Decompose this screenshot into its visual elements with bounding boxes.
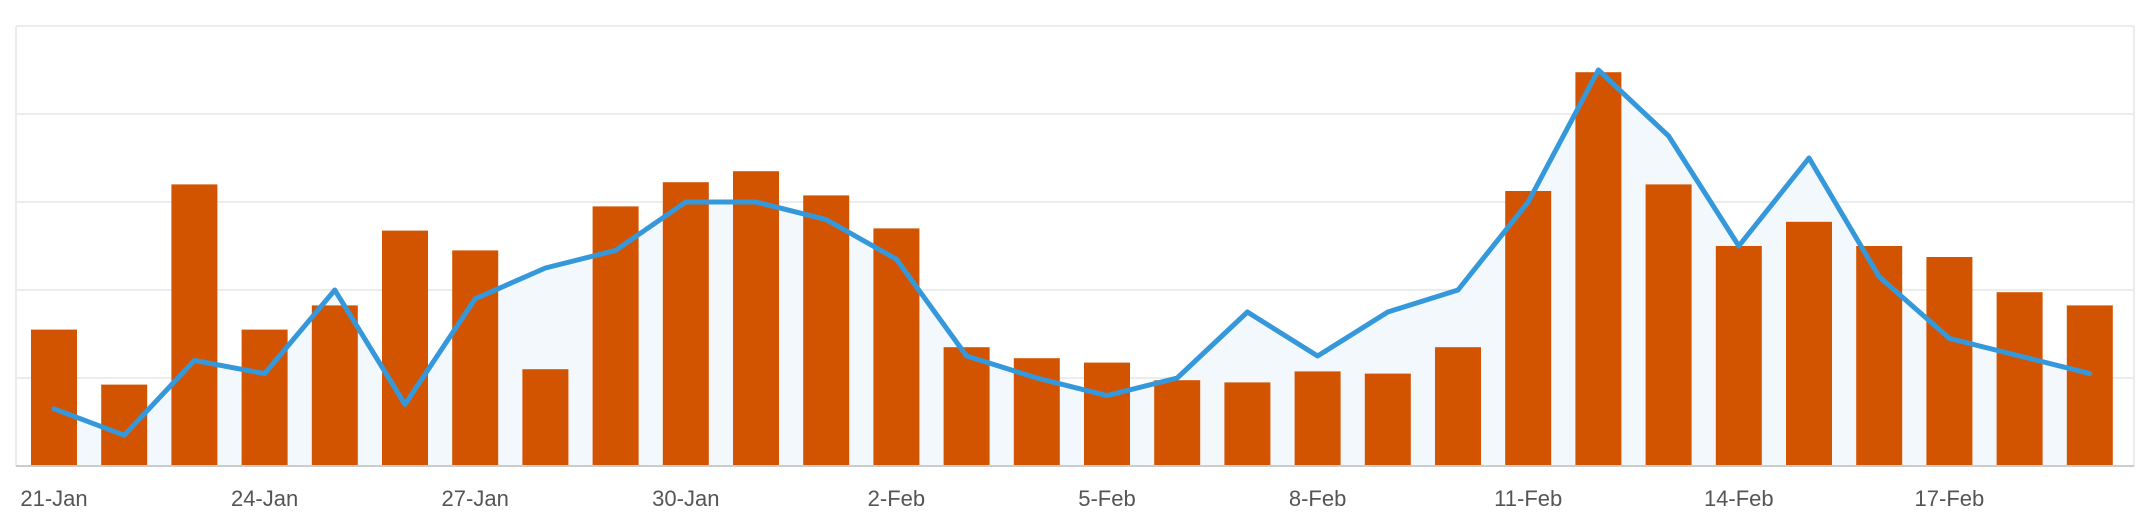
x-tick-label: 8-Feb (1289, 486, 1346, 511)
bar-29-Jan[interactable] (592, 206, 639, 466)
x-tick-label: 17-Feb (1915, 486, 1985, 511)
x-tick-label: 14-Feb (1704, 486, 1774, 511)
bar-10-Feb[interactable] (1435, 347, 1481, 466)
bar-1-Feb[interactable] (803, 195, 850, 466)
bar-9-Feb[interactable] (1364, 373, 1411, 466)
bar-25-Jan[interactable] (311, 305, 358, 466)
x-tick-label: 30-Jan (652, 486, 719, 511)
bar-17-Feb[interactable] (1926, 257, 1973, 466)
x-tick-label: 27-Jan (442, 486, 509, 511)
bar-21-Jan[interactable] (31, 329, 77, 466)
bar-12-Feb[interactable] (1575, 72, 1622, 466)
bar-8-Feb[interactable] (1294, 371, 1341, 466)
bar-13-Feb[interactable] (1645, 184, 1692, 466)
x-tick-label: 2-Feb (868, 486, 925, 511)
x-tick-label: 21-Jan (20, 486, 87, 511)
bar-26-Jan[interactable] (382, 230, 428, 466)
bar-27-Jan[interactable] (452, 250, 499, 466)
bar-31-Jan[interactable] (733, 171, 779, 466)
bar-2-Feb[interactable] (873, 228, 920, 466)
bar-7-Feb[interactable] (1224, 382, 1271, 466)
x-tick-labels: 21-Jan 24-Jan 27-Jan 30-Jan 2-Feb 5-Feb 8-Feb 1… (20, 486, 1984, 511)
bar-24-Jan[interactable] (241, 329, 288, 466)
x-tick-label: 11-Feb (1494, 486, 1562, 511)
trend-line (51, 67, 2093, 438)
x-tick-label: 5-Feb (1078, 486, 1135, 511)
bar-19-Feb[interactable] (2066, 305, 2113, 466)
trend-area (54, 70, 2090, 466)
bar-23-Jan[interactable] (171, 184, 218, 466)
bar-22-Jan[interactable] (101, 384, 148, 466)
bar-3-Feb[interactable] (943, 347, 990, 466)
bar-16-Feb[interactable] (1856, 246, 1903, 466)
bar-28-Jan[interactable] (522, 369, 569, 466)
bar-18-Feb[interactable] (1996, 292, 2043, 466)
bar-5-Feb[interactable] (1084, 362, 1130, 466)
bar-11-Feb[interactable] (1505, 191, 1552, 466)
bar-15-Feb[interactable] (1786, 221, 1832, 466)
bar-6-Feb[interactable] (1154, 380, 1201, 466)
x-tick-label: 24-Jan (231, 486, 298, 511)
bar-30-Jan[interactable] (662, 182, 709, 466)
bar-14-Feb[interactable] (1715, 246, 1762, 466)
bars-layer (31, 72, 2113, 466)
